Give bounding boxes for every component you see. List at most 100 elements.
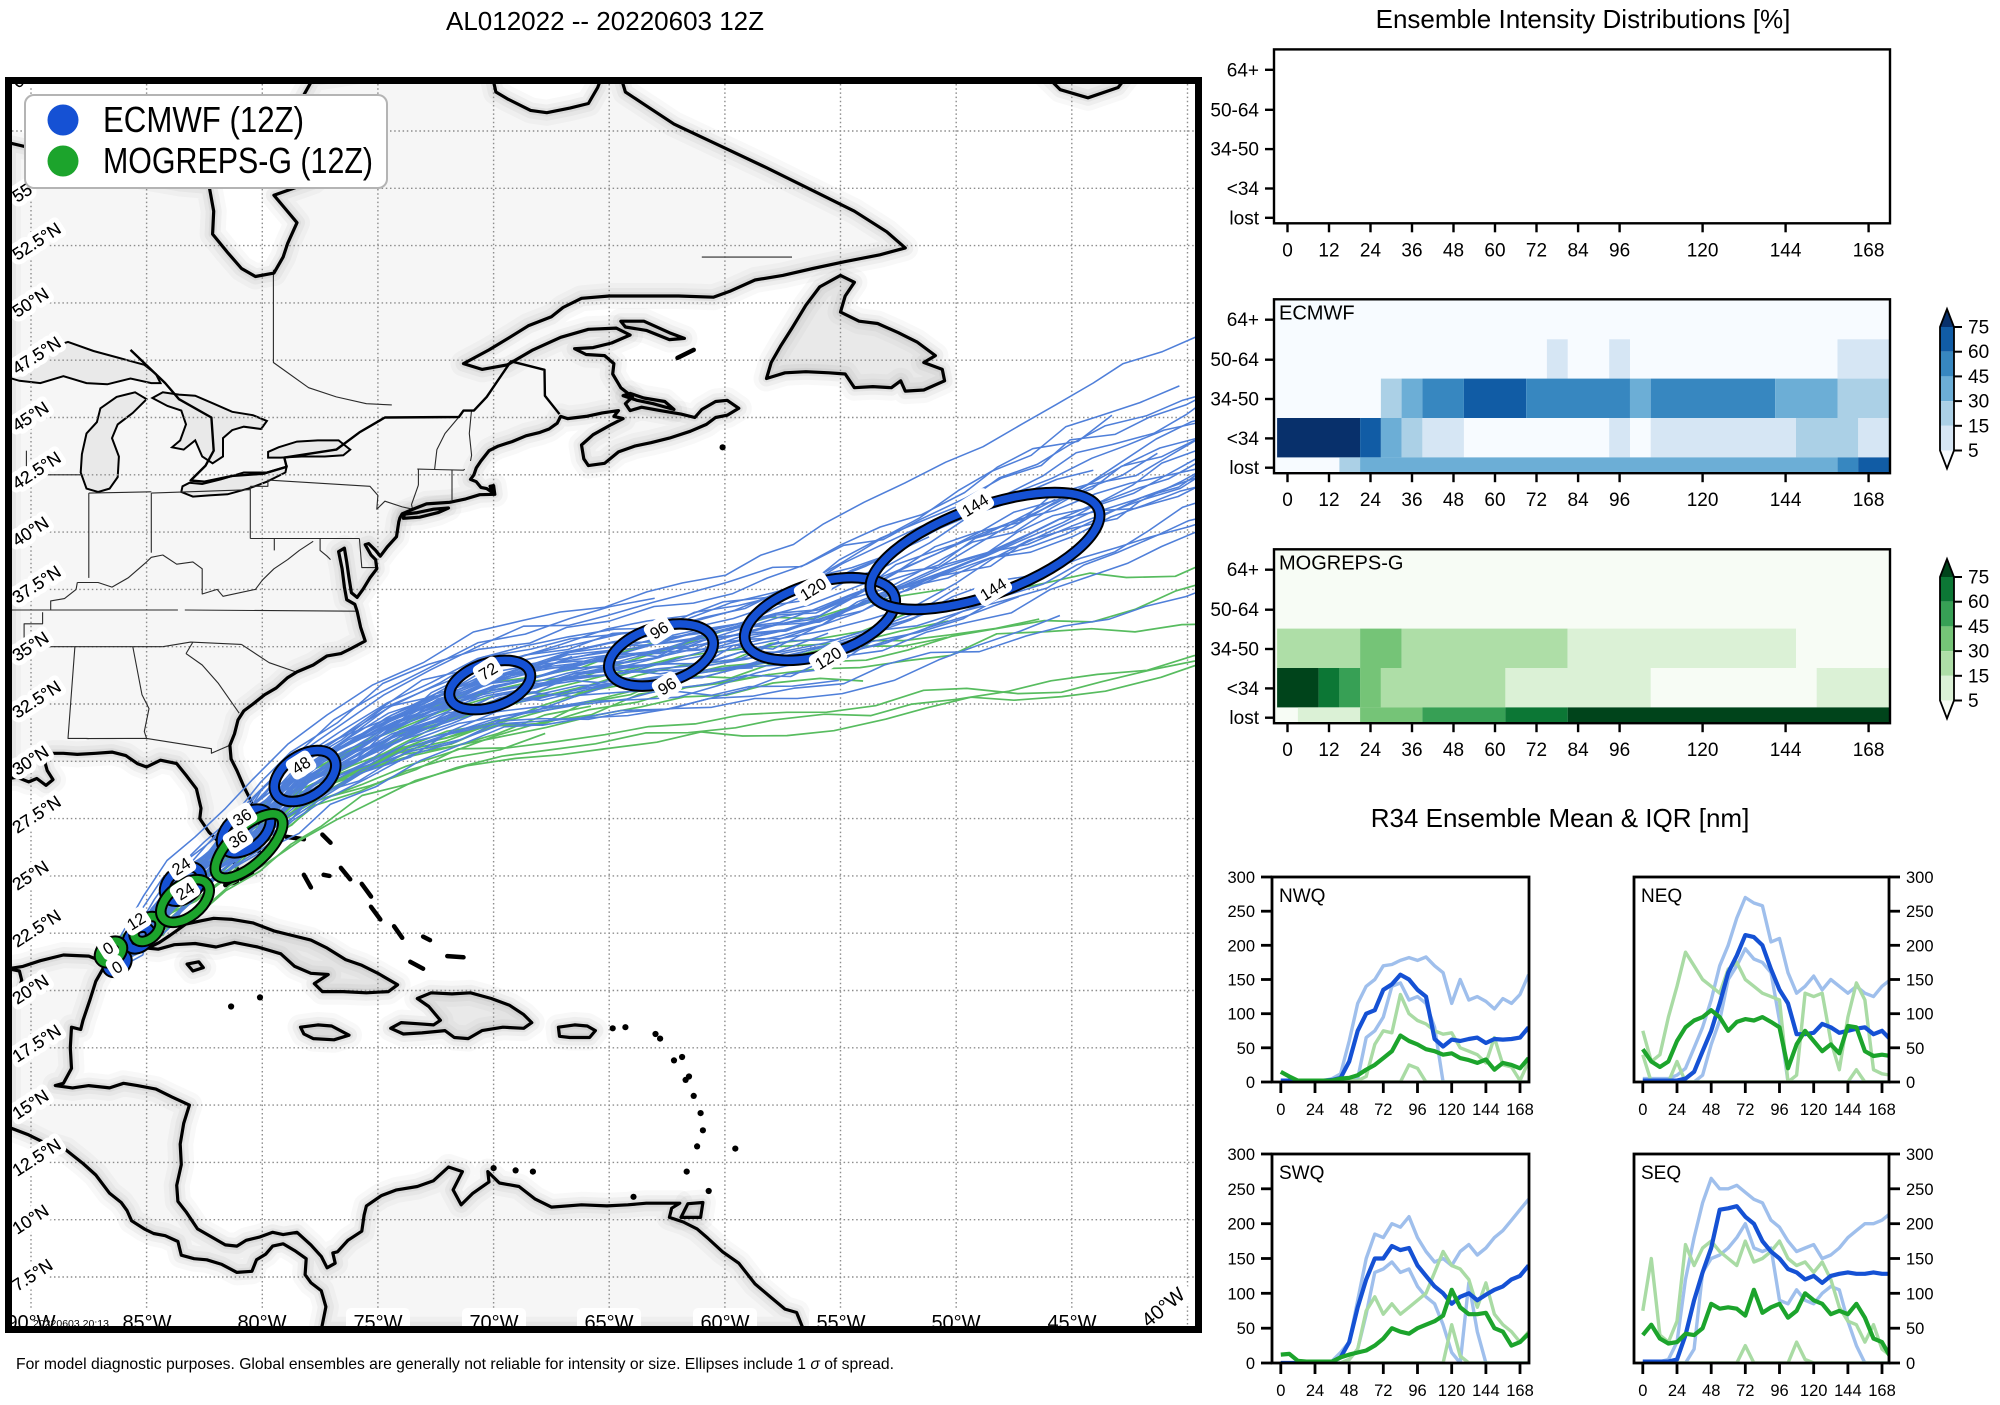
svg-text:36: 36 [1401, 240, 1422, 261]
svg-text:60: 60 [1484, 240, 1505, 261]
svg-text:96: 96 [1609, 490, 1630, 511]
svg-text:<34: <34 [1227, 429, 1260, 450]
svg-text:0: 0 [1246, 1355, 1255, 1373]
svg-text:60: 60 [1968, 342, 1989, 363]
svg-text:50-64: 50-64 [1210, 350, 1259, 371]
svg-text:24: 24 [1360, 490, 1382, 511]
svg-text:250: 250 [1906, 903, 1934, 921]
svg-text:50: 50 [1906, 1320, 1924, 1338]
svg-text:24: 24 [1360, 240, 1382, 261]
svg-text:0: 0 [1638, 1382, 1647, 1400]
svg-text:0: 0 [1276, 1382, 1285, 1400]
svg-text:75: 75 [1968, 318, 1989, 339]
svg-text:75: 75 [1968, 568, 1989, 589]
svg-text:<34: <34 [1227, 679, 1260, 700]
svg-text:34-50: 34-50 [1210, 140, 1259, 161]
svg-text:0: 0 [1906, 1074, 1915, 1092]
svg-text:60: 60 [1484, 740, 1505, 761]
svg-text:72: 72 [1526, 740, 1547, 761]
svg-text:48: 48 [1340, 1382, 1358, 1400]
svg-text:0: 0 [1282, 740, 1293, 761]
svg-text:168: 168 [1868, 1382, 1896, 1400]
svg-text:SWQ: SWQ [1279, 1163, 1324, 1184]
svg-text:48: 48 [1443, 490, 1464, 511]
svg-text:168: 168 [1506, 1382, 1534, 1400]
svg-text:lost: lost [1229, 458, 1259, 479]
svg-text:ECMWF: ECMWF [1279, 302, 1355, 324]
svg-text:0: 0 [1246, 1074, 1255, 1092]
svg-text:48: 48 [1443, 740, 1464, 761]
svg-text:84: 84 [1568, 240, 1590, 261]
svg-text:200: 200 [1906, 1216, 1934, 1234]
svg-text:144: 144 [1472, 1101, 1500, 1119]
svg-text:30: 30 [1968, 392, 1989, 413]
svg-text:96: 96 [1408, 1382, 1426, 1400]
svg-text:MOGREPS-G (12Z): MOGREPS-G (12Z) [103, 140, 373, 181]
svg-text:MOGREPS-G: MOGREPS-G [1279, 552, 1403, 574]
svg-text:72: 72 [1526, 240, 1547, 261]
svg-text:24: 24 [1306, 1382, 1324, 1400]
svg-text:12: 12 [1318, 490, 1339, 511]
svg-text:15: 15 [1968, 666, 1989, 687]
svg-text:50-64: 50-64 [1210, 100, 1259, 121]
svg-text:12: 12 [1318, 740, 1339, 761]
svg-text:5: 5 [1968, 441, 1979, 462]
svg-text:150: 150 [1906, 972, 1934, 990]
svg-text:96: 96 [1408, 1101, 1426, 1119]
svg-text:250: 250 [1227, 1181, 1255, 1199]
svg-text:ECMWF (12Z): ECMWF (12Z) [103, 99, 304, 140]
svg-text:<34: <34 [1227, 179, 1260, 200]
svg-text:48: 48 [1340, 1101, 1358, 1119]
svg-text:AL012022 -- 20220603 12Z: AL012022 -- 20220603 12Z [446, 6, 764, 36]
svg-text:45: 45 [1968, 617, 1989, 638]
svg-text:100: 100 [1906, 1006, 1934, 1024]
svg-text:168: 168 [1853, 490, 1885, 511]
svg-text:150: 150 [1906, 1251, 1934, 1269]
svg-text:250: 250 [1906, 1181, 1934, 1199]
svg-text:60: 60 [1484, 490, 1505, 511]
svg-text:72: 72 [1526, 490, 1547, 511]
svg-text:200: 200 [1906, 937, 1934, 955]
svg-text:100: 100 [1906, 1285, 1934, 1303]
svg-text:168: 168 [1868, 1101, 1896, 1119]
svg-text:144: 144 [1834, 1382, 1862, 1400]
svg-text:34-50: 34-50 [1210, 390, 1259, 411]
svg-text:64+: 64+ [1227, 560, 1259, 581]
svg-text:72: 72 [1736, 1101, 1754, 1119]
svg-text:24: 24 [1668, 1101, 1686, 1119]
svg-text:NWQ: NWQ [1279, 886, 1325, 907]
svg-text:300: 300 [1906, 869, 1934, 887]
svg-text:72: 72 [1374, 1382, 1392, 1400]
svg-text:168: 168 [1506, 1101, 1534, 1119]
svg-text:144: 144 [1770, 240, 1802, 261]
svg-text:144: 144 [1834, 1101, 1862, 1119]
svg-text:150: 150 [1227, 972, 1255, 990]
svg-text:72: 72 [1736, 1382, 1754, 1400]
svg-text:120: 120 [1438, 1101, 1466, 1119]
svg-text:250: 250 [1227, 903, 1255, 921]
svg-text:0: 0 [1282, 240, 1293, 261]
svg-text:168: 168 [1853, 240, 1885, 261]
svg-text:120: 120 [1687, 490, 1719, 511]
svg-text:96: 96 [1609, 740, 1630, 761]
svg-text:48: 48 [1443, 240, 1464, 261]
svg-text:84: 84 [1568, 490, 1590, 511]
svg-text:96: 96 [1609, 240, 1630, 261]
svg-text:144: 144 [1770, 490, 1802, 511]
svg-text:36: 36 [1401, 490, 1422, 511]
svg-text:60: 60 [1968, 592, 1989, 613]
svg-text:24: 24 [1668, 1382, 1686, 1400]
svg-text:200: 200 [1227, 937, 1255, 955]
svg-text:50: 50 [1237, 1040, 1255, 1058]
svg-text:50: 50 [1237, 1320, 1255, 1338]
svg-text:48: 48 [1702, 1101, 1720, 1119]
svg-text:200: 200 [1227, 1216, 1255, 1234]
svg-text:lost: lost [1229, 208, 1259, 229]
svg-text:300: 300 [1227, 1146, 1255, 1164]
svg-text:12: 12 [1318, 240, 1339, 261]
svg-text:300: 300 [1906, 1146, 1934, 1164]
svg-text:36: 36 [1401, 740, 1422, 761]
svg-text:lost: lost [1229, 708, 1259, 729]
svg-text:96: 96 [1770, 1101, 1788, 1119]
svg-text:120: 120 [1800, 1382, 1828, 1400]
